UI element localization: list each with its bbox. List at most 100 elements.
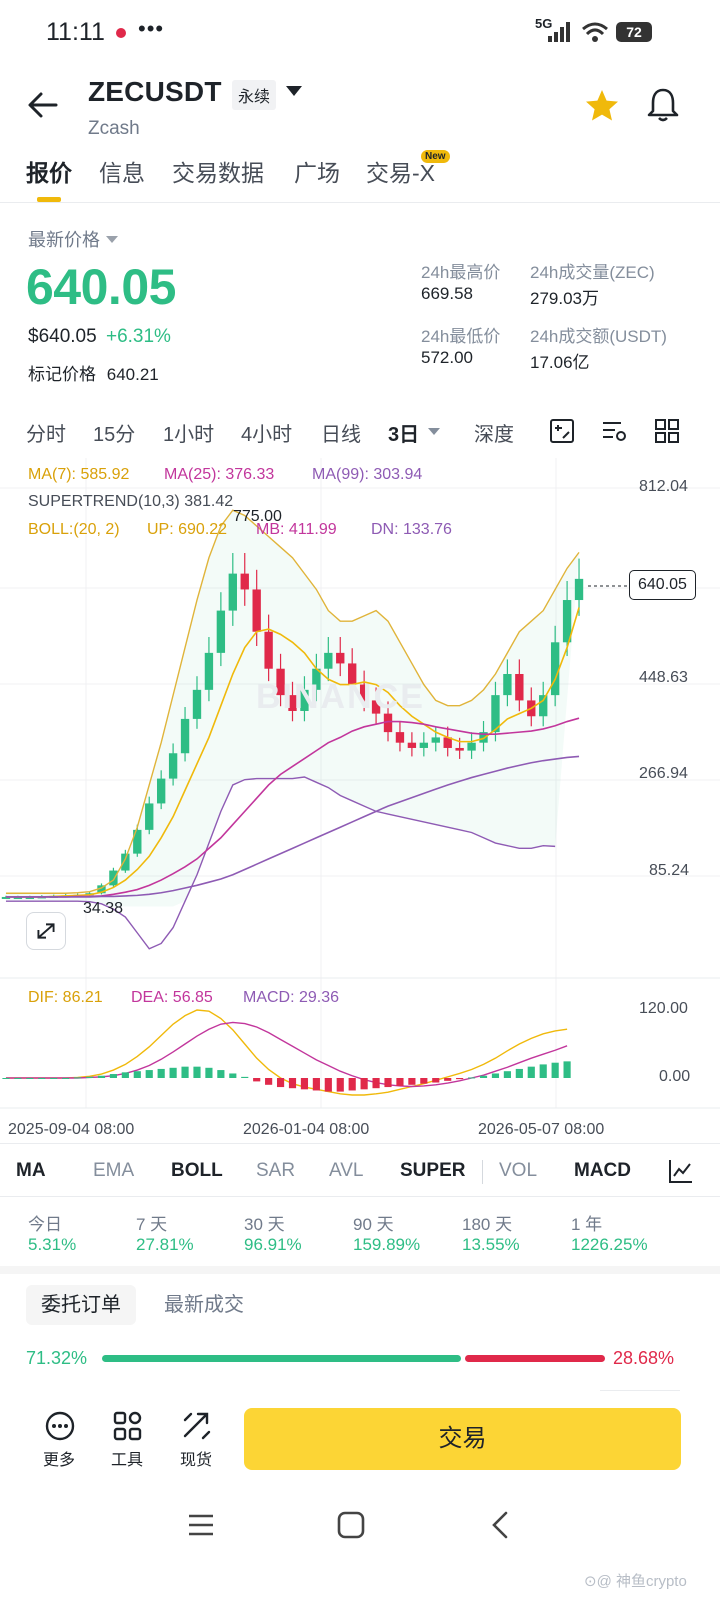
home-icon[interactable] bbox=[336, 1510, 366, 1540]
candle-body bbox=[562, 600, 572, 643]
favorite-star-icon[interactable] bbox=[584, 88, 620, 124]
candle-body bbox=[192, 689, 202, 719]
more-label[interactable]: 更多 bbox=[43, 1452, 76, 1469]
volume-usdt-label: 24h成交额(USDT) bbox=[530, 327, 667, 346]
macd-histogram-bar bbox=[205, 1067, 213, 1078]
toggle-ma[interactable]: MA bbox=[16, 1160, 46, 1181]
ma99-line bbox=[5, 755, 580, 898]
divider bbox=[0, 1143, 720, 1144]
chart-canvas bbox=[0, 458, 720, 1109]
tab-latest-trades[interactable]: 最新成交 bbox=[164, 1294, 244, 1316]
candle-body bbox=[395, 732, 405, 743]
candle-body bbox=[467, 742, 476, 751]
macd-histogram-bar bbox=[539, 1064, 547, 1078]
toggle-super[interactable]: SUPER bbox=[400, 1160, 466, 1181]
price-chart[interactable]: MA(7): 585.92 MA(25): 376.33 MA(99): 303… bbox=[0, 458, 720, 1143]
divider bbox=[0, 1196, 720, 1197]
candle-body bbox=[1, 896, 11, 899]
candle-body bbox=[276, 668, 285, 696]
time-axis-label: 2026-05-07 08:00 bbox=[478, 1121, 605, 1138]
perf-value: 159.89% bbox=[353, 1235, 421, 1254]
macd-histogram-bar bbox=[432, 1078, 440, 1083]
macd-histogram-bar bbox=[253, 1078, 261, 1082]
macd-histogram-bar bbox=[456, 1078, 464, 1080]
tab-info[interactable]: 信息 bbox=[99, 160, 145, 186]
macd-histogram-bar bbox=[85, 1076, 94, 1078]
candle-body bbox=[359, 684, 369, 701]
divider bbox=[600, 1390, 680, 1391]
toggle-ema[interactable]: EMA bbox=[93, 1160, 135, 1181]
toggle-boll[interactable]: BOLL bbox=[171, 1160, 223, 1181]
tab-square[interactable]: 广场 bbox=[294, 160, 340, 186]
toggle-sar[interactable]: SAR bbox=[256, 1160, 296, 1181]
macd-histogram-bar bbox=[217, 1070, 225, 1078]
back-arrow-icon[interactable] bbox=[26, 88, 60, 122]
macd-histogram-bar bbox=[133, 1071, 141, 1078]
candle-body bbox=[180, 718, 190, 754]
tab-quote[interactable]: 报价 bbox=[26, 160, 72, 186]
symbol-title[interactable]: ZECUSDT bbox=[88, 76, 222, 107]
macd-histogram-bar bbox=[121, 1072, 129, 1078]
candle-body bbox=[515, 673, 524, 701]
back-nav-icon[interactable] bbox=[486, 1510, 516, 1540]
high-value: 669.58 bbox=[421, 284, 473, 303]
tab-open-orders[interactable]: 委托订单 bbox=[26, 1285, 136, 1325]
indicator-settings-icon[interactable] bbox=[601, 418, 627, 444]
tools-label[interactable]: 工具 bbox=[111, 1452, 144, 1469]
bell-icon[interactable] bbox=[646, 86, 680, 124]
grid-layout-icon[interactable] bbox=[654, 418, 680, 444]
ma25-legend: MA(25): 376.33 bbox=[164, 466, 275, 483]
candle-body bbox=[539, 695, 548, 717]
price-type-label: 最新价格 bbox=[28, 230, 100, 250]
macd-histogram-bar bbox=[396, 1078, 404, 1086]
interval-depth[interactable]: 深度 bbox=[474, 424, 514, 446]
perf-label: 180 天 bbox=[462, 1215, 513, 1234]
volume-coin-value: 279.03万 bbox=[530, 289, 599, 308]
spot-label[interactable]: 现货 bbox=[180, 1452, 213, 1469]
interval-15m[interactable]: 15分 bbox=[93, 424, 136, 446]
macd-histogram-bar bbox=[97, 1075, 106, 1078]
tab-bar: 报价 信息 交易数据 广场 交易-X bbox=[26, 150, 466, 202]
mark-price-label: 标记价格 bbox=[28, 365, 96, 384]
macd-histogram-bar bbox=[372, 1078, 380, 1089]
expand-chart-icon[interactable] bbox=[26, 912, 66, 950]
macd-histogram-bar bbox=[527, 1066, 535, 1078]
perf-value: 27.81% bbox=[136, 1235, 194, 1254]
interval-4h[interactable]: 4小时 bbox=[241, 424, 293, 446]
indicator-chart-icon[interactable] bbox=[668, 1158, 694, 1184]
candle-body bbox=[419, 742, 429, 748]
toggle-avl[interactable]: AVL bbox=[329, 1160, 364, 1181]
sell-ratio-bar bbox=[465, 1355, 605, 1362]
contract-tag: 永续 bbox=[232, 80, 277, 110]
interval-dropdown-icon[interactable] bbox=[428, 428, 440, 435]
interval-1h[interactable]: 1小时 bbox=[163, 424, 215, 446]
current-price-tag: 640.05 bbox=[629, 570, 696, 600]
spot-icon[interactable] bbox=[181, 1410, 213, 1442]
more-icon[interactable] bbox=[44, 1410, 76, 1442]
price-type-selector[interactable]: 最新价格 bbox=[28, 226, 118, 252]
macd-histogram-bar bbox=[241, 1076, 249, 1078]
tab-trade-x[interactable]: 交易-X bbox=[366, 160, 435, 186]
price-change: +6.31% bbox=[105, 326, 171, 347]
candle-body bbox=[228, 573, 237, 611]
macd-histogram-bar bbox=[62, 1078, 70, 1079]
high-marker: 775.00 bbox=[233, 508, 282, 525]
symbol-dropdown-icon[interactable] bbox=[286, 86, 302, 96]
chart-style-icon[interactable] bbox=[549, 418, 575, 444]
candle-body bbox=[25, 896, 35, 899]
macd-histogram-bar bbox=[491, 1073, 500, 1078]
interval-1d[interactable]: 日线 bbox=[321, 424, 361, 446]
candle-body bbox=[431, 737, 440, 743]
macd-histogram-bar bbox=[193, 1066, 201, 1078]
tools-icon[interactable] bbox=[112, 1410, 144, 1442]
ma7-line bbox=[5, 607, 580, 898]
trade-button[interactable]: 交易 bbox=[244, 1408, 681, 1470]
macd-histogram-bar bbox=[26, 1078, 34, 1079]
toggle-macd[interactable]: MACD bbox=[574, 1160, 631, 1181]
tab-trading-data[interactable]: 交易数据 bbox=[172, 160, 264, 186]
interval-time-share[interactable]: 分时 bbox=[26, 424, 66, 446]
active-tab-underline bbox=[37, 197, 61, 202]
interval-3d[interactable]: 3日 bbox=[388, 424, 420, 446]
recent-apps-icon[interactable] bbox=[186, 1510, 216, 1540]
toggle-vol[interactable]: VOL bbox=[499, 1160, 538, 1181]
